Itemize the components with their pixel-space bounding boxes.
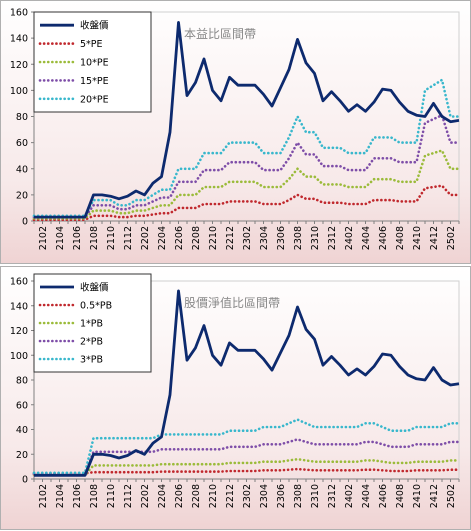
x-tick-label: 2204 — [157, 484, 168, 508]
pe-band-chart-panel: 0 20 40 60 80 100 120 140 160 2102 2104 2106 2108 211… — [0, 0, 471, 264]
x-tick-label: 2206 — [174, 484, 185, 508]
series-line-4 — [32, 418, 461, 475]
y-tick-label: 160 — [10, 277, 28, 288]
y-tick-label: 20 — [16, 450, 28, 461]
legend-label-3: 2*PB — [80, 337, 103, 348]
legend-label-0: 收盤價 — [80, 20, 109, 32]
series-line-3 — [32, 113, 461, 219]
x-tick-label: 2410 — [412, 484, 423, 508]
x-tick-label: 2212 — [225, 484, 236, 508]
x-tick-label: 2204 — [157, 226, 168, 250]
x-tick-label: 2410 — [412, 226, 423, 250]
x-tick-label: 2106 — [72, 484, 83, 508]
x-tick-label: 2102 — [38, 484, 49, 508]
pb-band-chart: 0 20 40 60 80 100 120 140 160 2102 2104 2106 2108 211… — [10, 273, 461, 508]
y-tick-label: 120 — [10, 326, 28, 337]
x-tick-label: 2202 — [140, 226, 151, 250]
x-tick-label: 2406 — [378, 226, 389, 250]
series-line-3 — [32, 438, 461, 476]
x-tick-label: 2312 — [327, 226, 338, 250]
x-tick-label: 2108 — [89, 226, 100, 250]
legend-label-1: 5*PE — [80, 39, 103, 50]
legend-label-0: 收盤價 — [80, 282, 109, 294]
x-tick-label: 2408 — [395, 226, 406, 250]
x-tick-label: 2102 — [38, 226, 49, 250]
x-tick-label: 2210 — [208, 484, 219, 508]
y-tick-label: 140 — [10, 301, 28, 312]
x-tick-label: 2502 — [446, 484, 457, 508]
x-tick-label: 2412 — [429, 484, 440, 508]
x-tick-label: 2304 — [259, 484, 270, 508]
series-line-1 — [32, 467, 461, 475]
y-tick-label: 80 — [16, 376, 28, 387]
x-tick-label: 2110 — [106, 226, 117, 250]
series-line-0 — [34, 289, 460, 477]
y-tick-label: 0 — [22, 217, 28, 228]
series-line-2 — [32, 457, 461, 476]
x-tick-label: 2208 — [191, 226, 202, 250]
x-tick-label: 2306 — [276, 484, 287, 508]
x-tick-label: 2302 — [242, 484, 253, 508]
chart-title: 本益比區間帶 — [184, 27, 256, 41]
y-tick-label: 120 — [10, 60, 28, 71]
pb-band-chart-panel: 0 20 40 60 80 100 120 140 160 2102 2104 2106 2108 211… — [0, 266, 471, 530]
series-line-0 — [34, 20, 460, 219]
legend-label-1: 0.5*PB — [80, 301, 112, 312]
y-tick-label: 40 — [16, 164, 28, 175]
legend-label-3: 15*PE — [80, 76, 109, 87]
series-line-4 — [32, 78, 461, 218]
x-tick-label: 2106 — [72, 226, 83, 250]
x-tick-label: 2202 — [140, 484, 151, 508]
y-tick-label: 80 — [16, 112, 28, 123]
x-tick-label: 2108 — [89, 484, 100, 508]
y-tick-label: 20 — [16, 190, 28, 201]
x-tick-label: 2402 — [344, 484, 355, 508]
x-tick-label: 2206 — [174, 226, 185, 250]
y-tick-label: 0 — [22, 475, 28, 486]
x-tick-label: 2210 — [208, 226, 219, 250]
x-tick-label: 2208 — [191, 484, 202, 508]
x-tick-label: 2408 — [395, 484, 406, 508]
x-tick-label: 2112 — [123, 226, 134, 250]
x-tick-label: 2302 — [242, 226, 253, 250]
x-tick-label: 2412 — [429, 226, 440, 250]
y-tick-label: 60 — [16, 400, 28, 411]
legend-label-2: 10*PE — [80, 58, 109, 69]
y-tick-label: 140 — [10, 34, 28, 45]
y-tick-label: 100 — [10, 86, 28, 97]
x-tick-label: 2502 — [446, 226, 457, 250]
legend-label-4: 3*PB — [80, 355, 103, 366]
y-tick-label: 100 — [10, 351, 28, 362]
x-tick-label: 2404 — [361, 484, 372, 508]
x-tick-label: 2402 — [344, 226, 355, 250]
y-tick-label: 160 — [10, 8, 28, 19]
x-tick-label: 2110 — [106, 484, 117, 508]
x-tick-label: 2310 — [310, 484, 321, 508]
legend-label-4: 20*PE — [80, 94, 109, 105]
y-tick-label: 60 — [16, 138, 28, 149]
x-tick-label: 2104 — [55, 484, 66, 508]
x-tick-label: 2104 — [55, 226, 66, 250]
x-tick-label: 2312 — [327, 484, 338, 508]
series-line-1 — [32, 184, 461, 221]
series-line-2 — [32, 149, 461, 220]
x-tick-label: 2212 — [225, 226, 236, 250]
y-tick-label: 40 — [16, 425, 28, 436]
x-tick-label: 2304 — [259, 226, 270, 250]
chart-title: 股價淨值比區間帶 — [184, 295, 280, 310]
x-tick-label: 2112 — [123, 484, 134, 508]
x-tick-label: 2306 — [276, 226, 287, 250]
x-tick-label: 2310 — [310, 226, 321, 250]
x-tick-label: 2404 — [361, 226, 372, 250]
x-tick-label: 2308 — [293, 226, 304, 250]
x-tick-label: 2308 — [293, 484, 304, 508]
legend-label-2: 1*PB — [80, 319, 103, 330]
x-tick-label: 2406 — [378, 484, 389, 508]
pe-band-chart: 0 20 40 60 80 100 120 140 160 2102 2104 2106 2108 211… — [10, 8, 461, 250]
